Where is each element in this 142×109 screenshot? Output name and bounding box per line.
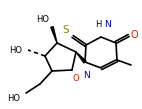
Text: H: H <box>95 20 101 28</box>
Text: HO: HO <box>10 45 22 54</box>
Text: N: N <box>84 71 90 79</box>
Polygon shape <box>51 27 57 43</box>
Text: S: S <box>63 25 69 35</box>
Text: N: N <box>104 20 111 28</box>
Text: O: O <box>130 30 138 40</box>
Text: HO: HO <box>36 15 50 25</box>
Polygon shape <box>76 52 86 63</box>
Text: O: O <box>73 73 79 83</box>
Text: HO: HO <box>8 94 20 102</box>
